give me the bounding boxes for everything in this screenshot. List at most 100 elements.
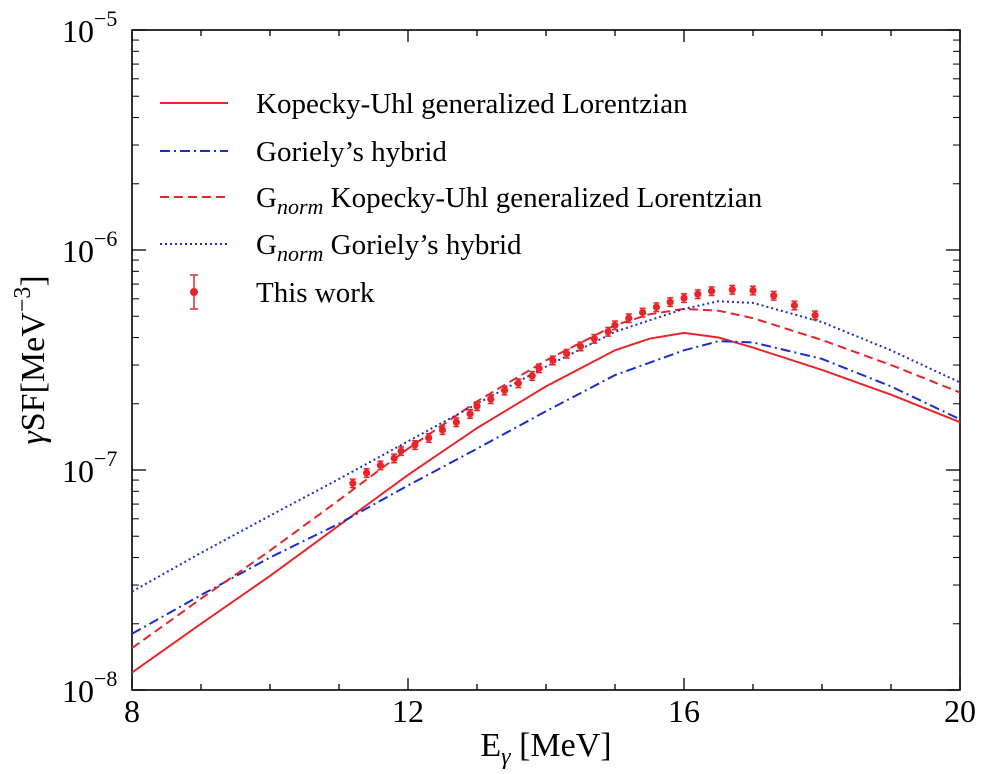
y-tick-base: 10: [62, 453, 94, 489]
data-point: [625, 313, 633, 324]
x-tick-label: 12: [392, 693, 424, 729]
data-point: [790, 300, 799, 311]
data-point: [397, 446, 405, 457]
data-point: [680, 293, 688, 304]
data-point: [363, 467, 371, 479]
legend-swatch-measurement: [190, 274, 198, 310]
x-tick-label: 20: [944, 693, 976, 729]
data-marker: [811, 311, 819, 319]
series-curves: [131, 300, 961, 674]
data-point: [749, 285, 757, 296]
data-marker: [749, 286, 757, 295]
data-point: [390, 453, 398, 464]
data-marker: [611, 321, 619, 329]
series-line-4: [131, 300, 961, 593]
y-tick-base: 10: [62, 673, 94, 709]
data-point: [487, 394, 495, 405]
y-tick-label: 10−6: [62, 226, 117, 269]
legend-label-subscript: norm: [277, 194, 323, 219]
y-tick-label: 10−8: [62, 666, 117, 709]
data-marker: [666, 298, 674, 306]
data-point: [652, 302, 661, 313]
data-point: [528, 370, 536, 381]
data-point: [466, 408, 474, 419]
data-marker: [397, 447, 405, 455]
data-point: [535, 363, 543, 374]
legend-label-2: Goriely’s hybrid: [256, 136, 447, 168]
x-tick-label: 16: [668, 693, 700, 729]
data-point: [708, 286, 716, 297]
data-point: [411, 439, 419, 451]
data-marker: [563, 350, 571, 358]
legend-label-subscript: norm: [277, 241, 323, 266]
legend-label-measurement: This work: [256, 277, 375, 309]
data-point: [376, 460, 384, 471]
y-tick-exponent: −5: [94, 6, 117, 31]
data-marker: [535, 364, 543, 372]
legend-label-4: Gnorm Goriely’s hybrid: [256, 229, 522, 266]
data-marker: [708, 287, 716, 295]
legend-label-3: Gnorm Kopecky-Uhl generalized Lorentzian: [256, 182, 763, 219]
y-tick-exponent: −7: [94, 446, 117, 471]
data-point: [473, 401, 481, 412]
x-tick-labels: 8 12 16 20: [124, 693, 976, 729]
data-marker: [438, 426, 447, 434]
axis-ticks: [131, 29, 961, 691]
data-marker: [487, 395, 495, 403]
measurement-points: [349, 284, 819, 489]
y-tick-label: 10−7: [62, 446, 117, 489]
data-marker: [576, 342, 585, 350]
y-tick-base: 10: [62, 13, 94, 49]
data-marker: [680, 294, 688, 302]
legend-marker: [190, 288, 198, 296]
x-axis-label-unit: [MeV]: [511, 727, 612, 764]
data-marker: [411, 441, 419, 449]
data-marker: [604, 328, 612, 336]
data-point: [452, 417, 460, 428]
data-marker: [425, 434, 433, 442]
data-marker: [790, 301, 799, 309]
data-marker: [514, 379, 523, 387]
y-tick-exponent: −8: [94, 666, 117, 691]
y-tick-label: 10−5: [62, 6, 117, 49]
data-marker: [770, 292, 778, 300]
data-point: [811, 310, 819, 321]
data-marker: [590, 335, 598, 343]
data-point: [349, 478, 357, 489]
series-line-3: [131, 307, 961, 649]
data-marker: [473, 402, 481, 410]
y-axis-label-main: SF[MeV: [15, 312, 52, 431]
data-marker: [625, 314, 633, 322]
data-point: [514, 378, 523, 389]
data-marker: [349, 479, 357, 487]
y-tick-exponent: −6: [94, 226, 117, 251]
legend-label-rest: Kopecky-Uhl generalized Lorentzian: [323, 182, 762, 214]
data-marker: [549, 356, 557, 364]
y-tick-labels: 10−810−710−610−5: [62, 6, 117, 709]
data-marker: [390, 454, 398, 462]
legend-label-rest: Goriely’s hybrid: [323, 229, 522, 261]
x-axis-label: Eγ [MeV]: [480, 727, 611, 770]
data-point: [590, 333, 598, 344]
data-point: [611, 320, 619, 331]
y-tick-base: 10: [62, 233, 94, 269]
data-point: [438, 425, 447, 436]
legend-label-1: Kopecky-Uhl generalized Lorentzian: [256, 88, 688, 120]
data-marker: [528, 372, 536, 380]
data-point: [694, 289, 702, 300]
legend-label-g: G: [256, 182, 277, 214]
y-axis-label-sup: −3: [10, 287, 36, 313]
data-point: [639, 307, 647, 318]
y-axis-label: γSF[MeV−3]: [10, 275, 52, 444]
data-marker: [466, 410, 474, 418]
data-point: [549, 355, 557, 366]
data-point: [728, 284, 736, 295]
data-marker: [452, 418, 460, 426]
y-axis-label-prefix: γ: [15, 430, 52, 445]
legend-label-g: G: [256, 229, 277, 261]
series-line-2: [131, 340, 961, 635]
data-point: [604, 326, 612, 337]
data-point: [425, 432, 433, 444]
data-point: [666, 297, 674, 308]
